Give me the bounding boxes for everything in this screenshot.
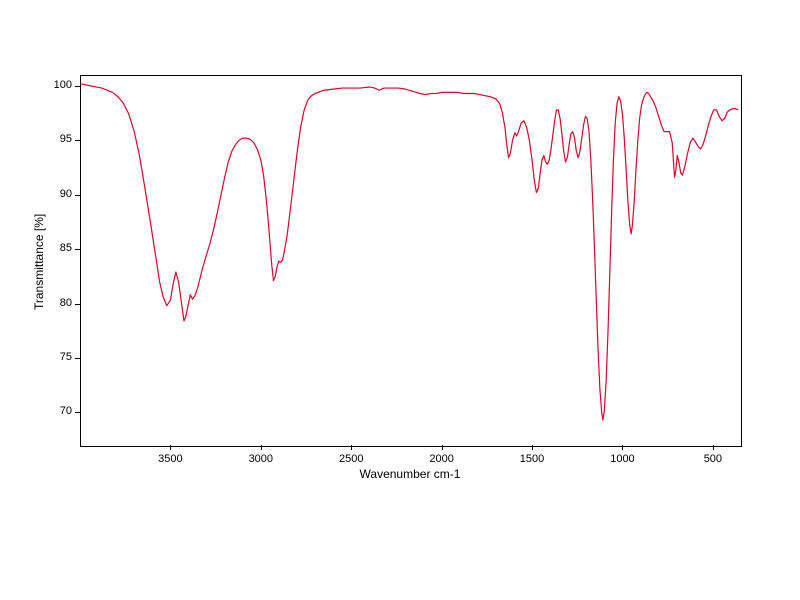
x-tick-label: 3500 [155, 453, 185, 465]
x-tick [713, 445, 714, 450]
x-tick-label: 500 [698, 453, 728, 465]
x-tick [170, 445, 171, 450]
y-tick-label: 85 [60, 242, 72, 254]
x-tick [351, 445, 352, 450]
x-tick-label: 2500 [336, 453, 366, 465]
y-tick-label: 100 [54, 79, 72, 91]
x-tick [442, 445, 443, 450]
y-axis-title: Transmittance [%] [32, 214, 46, 310]
x-tick [532, 445, 533, 450]
y-tick-label: 90 [60, 188, 72, 200]
y-tick-label: 70 [60, 405, 72, 417]
ir-spectrum-chart: 3500 3000 2500 2000 1500 1000 500 70 75 80 85 90 95 1… [0, 0, 800, 600]
x-axis-title: Wavenumber cm-1 [80, 467, 740, 481]
x-tick-label: 2000 [427, 453, 457, 465]
x-tick-label: 1500 [517, 453, 547, 465]
x-tick-label: 1000 [607, 453, 637, 465]
y-tick-label: 95 [60, 133, 72, 145]
x-tick-label: 3000 [246, 453, 276, 465]
y-tick-label: 75 [60, 351, 72, 363]
x-tick [261, 445, 262, 450]
x-tick [622, 445, 623, 450]
y-tick-label: 80 [60, 297, 72, 309]
spectrum-line [80, 75, 740, 445]
